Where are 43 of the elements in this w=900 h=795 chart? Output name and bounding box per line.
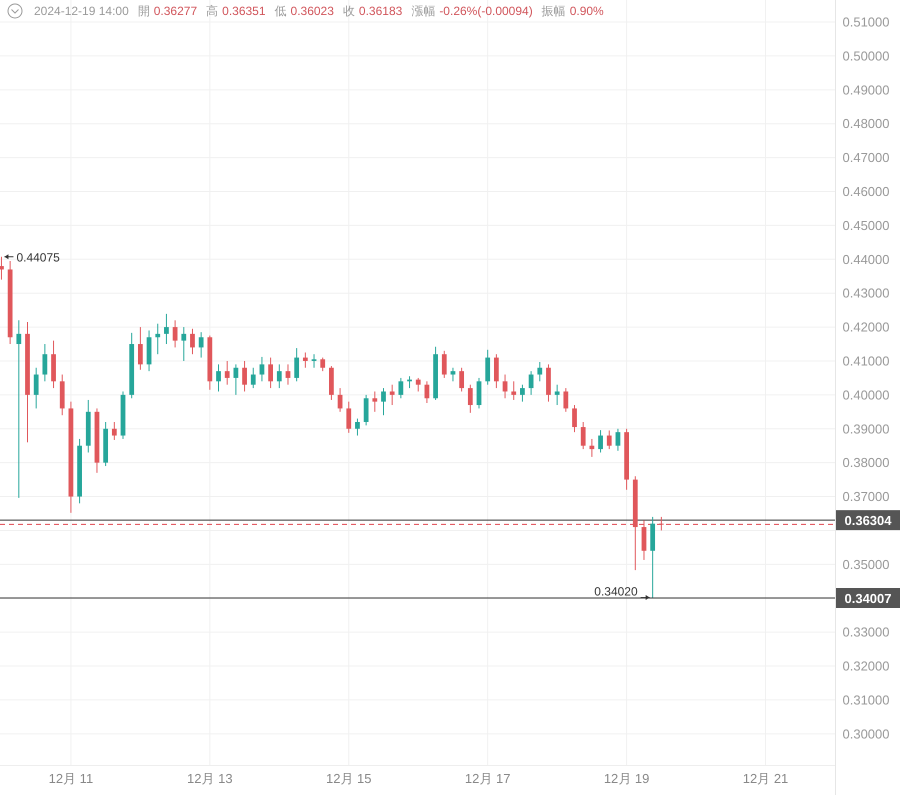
y-tick-label: 0.44000 [842,252,890,267]
y-tick-label: 0.49000 [842,82,890,98]
annotation: 0.44075 [16,250,60,264]
annotation: 0.34020 [594,584,638,599]
y-tick-label: 0.32000 [842,658,890,674]
y-tick-label: 0.46000 [842,184,890,200]
y-tick-label: 0.33000 [842,624,890,640]
y-tick-label: 0.42000 [842,320,890,335]
annotation: 0.36351 [222,4,266,18]
y-tick-label: 0.37000 [842,489,890,504]
annotation: 0.90% [570,4,604,18]
y-tick-label: 0.31000 [842,692,890,708]
annotation: 0.36023 [290,4,334,18]
x-tick-label: 12月 19 [604,771,650,786]
y-tick-label: 0.41000 [842,353,890,368]
annotation: 0.36183 [358,4,403,18]
annotation: 開 [138,4,150,18]
y-tick-label: 0.35000 [842,556,890,572]
y-tick-label: 0.51000 [842,14,890,30]
y-tick-label: 0.39000 [842,421,890,436]
x-tick-label: 12月 17 [464,771,510,786]
annotation: 低 [274,4,287,18]
ref-line-label: 0.36304 [844,513,892,528]
y-tick-label: 0.48000 [842,116,890,132]
y-tick-label: 0.43000 [842,286,890,301]
x-tick-label: 12月 15 [326,771,372,786]
x-tick-label: 12月 11 [48,771,94,786]
y-tick-label: 0.40000 [842,387,890,402]
y-tick-label: 0.45000 [842,218,890,233]
annotation: 2024-12-19 14:00 [34,4,130,18]
annotation: 振幅 [542,4,566,18]
annotation: 高 [206,4,218,18]
annotation: 0.36277 [154,4,198,18]
annotation: 漲幅 [411,4,436,18]
x-tick-label: 12月 21 [742,771,788,786]
annotation: -0.26%(-0.00094) [439,4,533,18]
y-tick-label: 0.50000 [842,48,890,64]
y-tick-label: 0.38000 [842,455,890,470]
y-tick-label: 0.30000 [842,726,890,742]
x-tick-label: 12月 13 [187,771,233,786]
annotation: 收 [342,4,355,18]
ref-line-label: 0.34007 [844,591,892,606]
y-tick-label: 0.47000 [842,150,890,166]
